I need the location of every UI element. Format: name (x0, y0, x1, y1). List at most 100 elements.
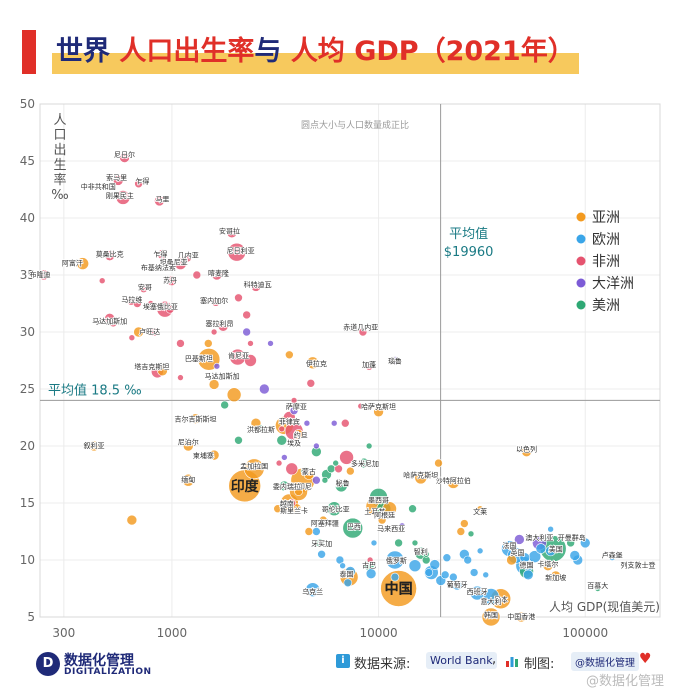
data-point (306, 356, 319, 370)
point-label: 越南 (280, 499, 294, 508)
data-point (422, 550, 430, 558)
data-point (242, 310, 251, 320)
data-point (276, 434, 288, 446)
data-point (289, 406, 299, 415)
data-point (377, 515, 387, 525)
y-tick-label: 25 (20, 382, 35, 396)
data-point (145, 283, 152, 290)
data-point (227, 242, 247, 262)
legend-marker (576, 212, 586, 222)
point-label: 斯里兰卡 (280, 506, 308, 515)
data-point (326, 501, 342, 517)
data-point (447, 476, 460, 489)
point-label: 印尼 (298, 483, 312, 491)
legend-marker (576, 278, 586, 288)
bar-chart-icon (506, 657, 518, 667)
data-point (469, 585, 485, 601)
data-point (345, 566, 356, 577)
point-label: 埃及 (287, 439, 301, 448)
data-point (342, 517, 364, 539)
data-point (208, 449, 220, 461)
data-point (312, 527, 321, 536)
data-point (434, 458, 443, 468)
point-label: 约旦 (294, 431, 308, 440)
data-point (364, 361, 374, 371)
data-point (294, 487, 303, 496)
legend-label: 大洋洲 (592, 276, 634, 292)
point-label: 卢森堡 (602, 550, 623, 559)
point-label: 新加坡 (545, 573, 566, 582)
data-point (177, 374, 184, 381)
plot-frame (39, 103, 661, 618)
point-label: 以色列 (516, 444, 537, 453)
data-points (38, 152, 642, 627)
data-point (370, 539, 378, 547)
data-point (278, 425, 286, 433)
data-point (317, 549, 326, 559)
data-point (226, 387, 242, 403)
data-point (607, 552, 617, 561)
data-point (279, 480, 290, 492)
data-point (522, 569, 534, 581)
data-point (390, 572, 400, 582)
y-tick-label: 20 (20, 439, 35, 453)
data-point (211, 269, 223, 281)
data-point (190, 413, 201, 424)
point-label: 墨西哥 (368, 497, 389, 505)
point-label-major: 中国 (385, 581, 413, 598)
info-icon: i (336, 654, 350, 668)
point-label: 莫桑比克 (96, 249, 124, 258)
point-label: 卢旺达 (139, 327, 160, 336)
point-label: 阿根廷 (374, 510, 395, 519)
data-point (424, 568, 434, 577)
data-point (166, 275, 178, 287)
point-label: 智利 (414, 547, 428, 556)
page-title: 世界 人口出生率与 人均 GDP（2021年） (52, 30, 579, 74)
point-label: 菲律宾 (279, 417, 300, 426)
data-point (476, 547, 484, 555)
point-label: 多米尼加 (351, 459, 379, 468)
data-point (76, 257, 89, 270)
x-tick-label: 10000 (359, 626, 397, 640)
data-point (213, 362, 221, 370)
point-label: 沙特阿拉伯 (436, 476, 471, 485)
point-label: 阿富汗 (62, 258, 83, 267)
data-point (365, 442, 373, 450)
point-label: 马里 (155, 196, 169, 204)
title-text-2: 人口出生率 (119, 36, 255, 67)
data-point (408, 559, 422, 573)
point-label: 古巴 (362, 561, 376, 570)
point-label: 柬埔寨 (193, 451, 214, 460)
data-point (98, 277, 106, 285)
data-point (382, 501, 397, 517)
data-point (408, 504, 417, 514)
data-point (380, 570, 417, 607)
data-point (126, 514, 138, 526)
data-point (176, 339, 185, 348)
point-label: 开曼群岛 (558, 533, 586, 542)
data-point (460, 519, 469, 528)
data-point (569, 550, 581, 561)
data-point (481, 607, 501, 627)
scatter-chart: 5 10 15 20 25 30 35 40 45 50 300 1000 10000 100000 人口出… (20, 97, 661, 640)
point-label: 吉尔吉斯斯坦 (174, 415, 216, 424)
source-label: 数据来源: (354, 657, 411, 672)
data-point (326, 464, 336, 474)
point-label: 尼日利亚 (227, 246, 255, 255)
legend-label: 美洲 (592, 298, 620, 314)
data-point (234, 435, 243, 445)
data-point (390, 356, 400, 365)
maker-value: @数据化管理 (571, 652, 639, 671)
data-point (304, 527, 314, 536)
data-point (394, 538, 403, 548)
data-point (463, 555, 473, 565)
point-label: 哈萨克斯坦 (403, 471, 438, 480)
data-point (102, 183, 110, 191)
data-point (104, 250, 115, 261)
data-point (312, 475, 321, 485)
data-point (467, 530, 475, 538)
data-point (115, 190, 131, 205)
point-label: 马达加斯加 (205, 371, 240, 380)
data-point (208, 379, 220, 390)
